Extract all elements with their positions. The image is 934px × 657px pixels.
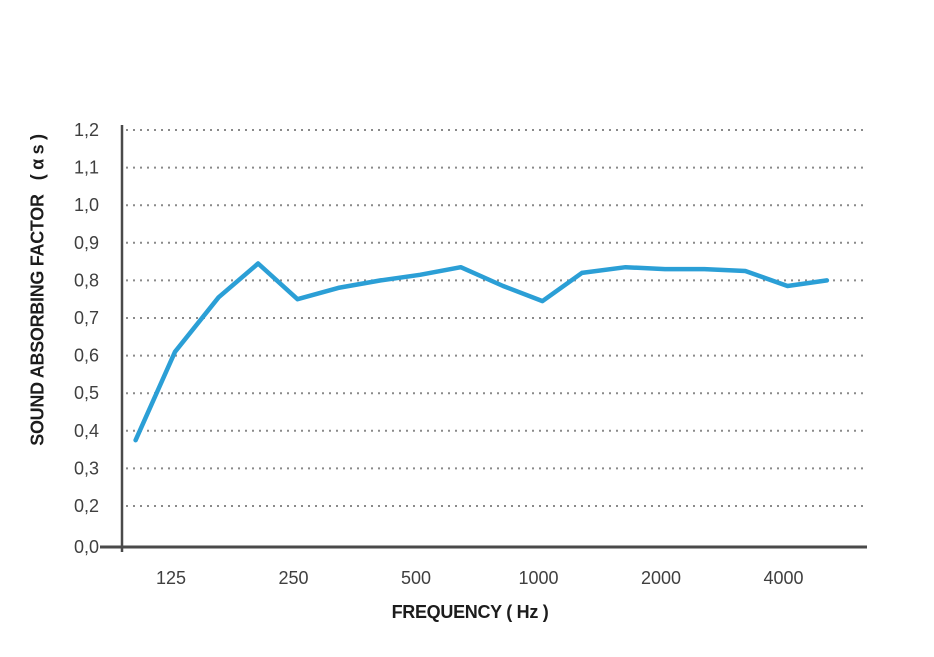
x-tick-label: 4000 [763, 568, 803, 588]
y-tick-label: 0,0 [74, 537, 99, 557]
y-tick-label: 0,3 [74, 458, 99, 478]
data-line [133, 261, 830, 443]
y-tick-label: 0,6 [74, 346, 99, 366]
y-tick-label: 0,9 [74, 233, 99, 253]
x-tick-label: 1000 [518, 568, 558, 588]
y-tick-label: 0,2 [74, 496, 99, 516]
x-tick-label: 125 [156, 568, 186, 588]
y-tick-label: 1,0 [74, 195, 99, 215]
y-tick-label: 0,4 [74, 421, 99, 441]
x-tick-label: 250 [278, 568, 308, 588]
x-axis-title: FREQUENCY ( Hz ) [391, 602, 549, 622]
y-tick-label: 0,5 [74, 383, 99, 403]
x-tick-label: 500 [401, 568, 431, 588]
y-tick-label: 0,7 [74, 308, 99, 328]
y-tick-label: 1,1 [74, 158, 99, 178]
x-tick-label: 2000 [641, 568, 681, 588]
y-tick-label: 1,2 [74, 120, 99, 140]
y-axis-title: SOUND ABSORBING FACTOR ( α s ) [27, 134, 48, 446]
y-tick-label: 0,8 [74, 270, 99, 290]
